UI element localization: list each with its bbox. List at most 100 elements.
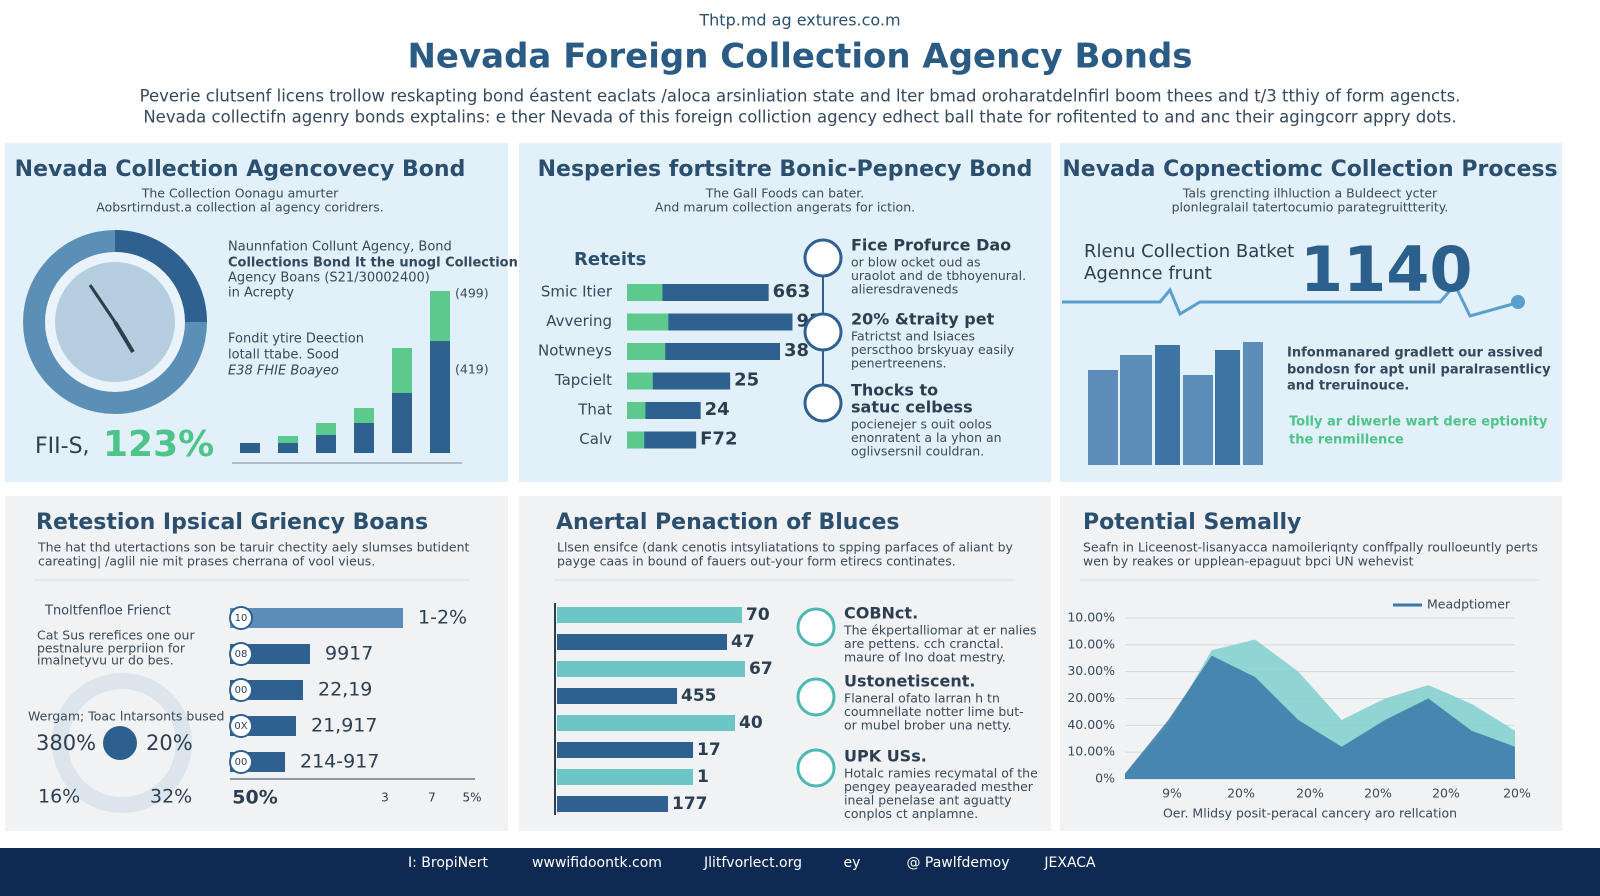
bar [557, 661, 745, 677]
value-label: 67 [749, 659, 773, 679]
category: Tapcielt [554, 371, 612, 389]
panel-sub: The hat thd utertactions son be taruir c… [37, 540, 470, 555]
value-label: 1-2% [418, 607, 467, 629]
icon [796, 607, 836, 647]
bar [278, 436, 298, 443]
bar-icon-label: 00 [235, 757, 248, 768]
bar [557, 769, 693, 785]
bar [627, 313, 793, 331]
item-title: UPK USs. [844, 747, 927, 766]
bar [316, 435, 336, 453]
text: Infonmanared gradlett our assived [1287, 346, 1543, 361]
panel-title: Nevada Copnectiomc Collection Process [1062, 157, 1557, 182]
footer-item: JEXACA [1043, 855, 1096, 871]
item-text: enonratent a la yhon an [851, 430, 1002, 445]
y-tick-label: 40.00% [1067, 717, 1115, 732]
item-text: The ékpertalliomar at er nalies [843, 623, 1037, 638]
item-text: maure of Ino doat mestry. [844, 650, 1006, 665]
panel-title: Nesperies fortsitre Bonic-Pepnecy Bond [538, 157, 1033, 182]
item-title: Thocks to [851, 381, 938, 400]
bar [557, 607, 742, 623]
caption: Oer. Mlidsy posit-peracal cancery aro re… [1163, 806, 1457, 821]
pulse-line [1062, 282, 1521, 318]
bar [557, 634, 727, 650]
x-tick-label: 20% [1364, 786, 1392, 801]
value-label: 17 [697, 740, 721, 760]
bar [430, 291, 450, 341]
text: Naunnfation Collunt Agency, Bond [228, 240, 452, 255]
big-number: 1140 [1300, 233, 1473, 306]
item-text: are pettens. cch cranctal. [844, 636, 1004, 651]
value-label: 47 [731, 632, 755, 652]
x-tick-label: 20% [1503, 786, 1531, 801]
label: Rlenu Collection Batket [1084, 241, 1294, 262]
stat-label: FII-S, [35, 434, 90, 459]
text: Tolly ar diwerle wart dere eptionity [1289, 415, 1548, 430]
stat: 20% [146, 731, 193, 755]
bar [392, 393, 412, 453]
item-title: 20% &traity pet [851, 310, 995, 329]
value-label: 1 [697, 767, 709, 787]
area [1125, 655, 1515, 779]
text: Collections Bond It the unogl Collection [228, 256, 518, 271]
panel-title: Potential Semally [1083, 510, 1301, 535]
item-text: pengey peayearaded mesther [844, 779, 1034, 794]
value-label: 24 [705, 399, 730, 420]
footer-items: I: BropiNert wwwifidoontk.com Jlitfvorlect… [408, 855, 1096, 871]
x-tick-label: 20% [1296, 786, 1324, 801]
item-text: Fatrictst and lsiaces [851, 329, 975, 344]
y-tick-label: 0% [1095, 771, 1115, 786]
bar-icon [229, 606, 253, 630]
item-title: COBNct. [844, 604, 918, 623]
axis-label: 3 [381, 791, 389, 805]
footer-item: Jlitfvorlect.org [703, 855, 802, 871]
footer-item: ey [844, 855, 861, 871]
panel-sub: wen by reakes or upplean-epaguut bpci UN… [1083, 554, 1414, 569]
label: Tnoltfenfloe Frienct [44, 604, 171, 619]
x-tick-label: 20% [1432, 786, 1460, 801]
axis-label: 50% [232, 787, 277, 809]
panel-sub: The Gall Foods can bater. [705, 186, 865, 201]
panel-sub: careating| /aglil nie mit prases cherran… [38, 554, 375, 569]
item-text: penertreenens. [851, 356, 947, 371]
value-label: 663 [773, 281, 811, 302]
item-text: Hotalc ramies recymatal of the [844, 766, 1038, 781]
value-label: 177 [672, 794, 708, 814]
bar [278, 443, 298, 453]
chart-title: Reteits [574, 249, 646, 270]
footer [0, 848, 1600, 896]
bar-accent [627, 402, 646, 419]
item-text: uraolot and de tbhoyenural. [851, 268, 1026, 283]
icon [803, 312, 843, 352]
value-label: 22,19 [318, 679, 372, 701]
panel-sub: And marum collection angerats for iction… [655, 200, 915, 215]
panel-title: Anertal Penaction of Bluces [556, 510, 899, 535]
text: pestnalure perpriion for [37, 641, 186, 656]
bar-icon [229, 750, 253, 774]
bar [240, 443, 260, 453]
y-tick-label: 20.00% [1067, 690, 1115, 705]
footer-item: I: BropiNert [408, 855, 489, 871]
panel-sub: plonlegralail tatertocumio parategruittt… [1172, 200, 1449, 215]
item-text: oglivsersnil couldran. [851, 444, 984, 459]
y-tick-label: 10.00% [1067, 744, 1115, 759]
stat: 16% [38, 786, 80, 808]
bar [557, 715, 735, 731]
subtitle: Peverie clutsenf licens trollow reskapti… [140, 87, 1461, 106]
bar [354, 423, 374, 453]
panel-sub: payge caas in bound of fauers out-your f… [557, 554, 956, 569]
text: and treruinouce. [1287, 379, 1409, 394]
value-label: 40 [739, 713, 763, 733]
item-title: Fice Profurce Dao [851, 236, 1011, 255]
value-label: 9917 [325, 643, 373, 665]
value-label: 38 [784, 340, 809, 361]
text: in Acrepty [228, 286, 294, 301]
text: lotall ttabe. Sood [228, 348, 339, 363]
bar [354, 408, 374, 423]
category: Calv [579, 430, 612, 448]
item-text: conplos ct anplamne. [844, 806, 978, 821]
stat: 32% [150, 786, 192, 808]
panel-sub: Aobsrtirndust.a collection al agency cor… [96, 200, 383, 215]
category: Notwneys [538, 342, 612, 360]
